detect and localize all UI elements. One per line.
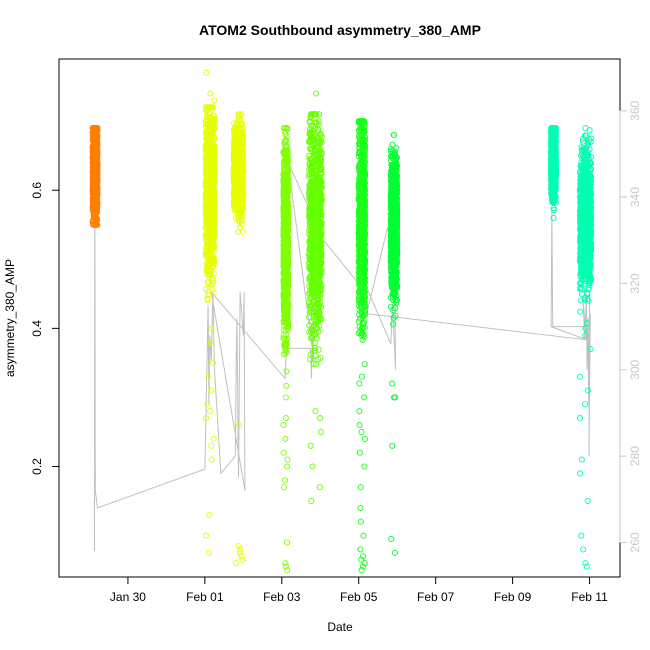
data-point-outlier [280,422,287,429]
chart-title: ATOM2 Southbound asymmetry_380_AMP [199,22,481,38]
data-point [361,361,368,368]
data-point-outlier [284,463,291,470]
data-point-outlier [208,442,215,449]
data-point [205,291,212,298]
data-point-outlier [206,549,213,556]
data-point [283,382,290,389]
data-point-outlier [282,435,289,442]
data-point-outlier [283,563,290,570]
data-point-outlier [210,435,217,442]
data-point [92,125,99,132]
data-point [92,182,99,189]
data-point-outlier [312,90,320,97]
data-point [282,394,289,401]
data-point [207,408,214,415]
data-point [93,161,100,168]
data-point-outlier [282,560,289,567]
data-point-outlier [203,69,210,76]
data-point [211,135,218,142]
data-point-outlier [206,511,213,518]
data-point-outlier [307,442,314,449]
data-point-outlier [317,415,324,422]
data-point-outlier [211,97,218,104]
data-point-outlier [280,449,287,456]
data-point-outlier [239,556,246,563]
data-point-outlier [232,560,239,567]
data-point-outlier [282,415,289,422]
data-point [92,221,99,228]
series-4 [305,90,325,505]
data-point [92,140,100,147]
data-point-outlier [309,463,316,470]
data-point-outlier [207,90,214,97]
data-point [312,408,319,415]
data-point [94,201,101,208]
data-point-outlier [202,532,209,539]
data-point [92,178,99,186]
series-1 [202,69,218,556]
data-point-outlier [281,477,289,484]
data-point [92,176,99,183]
data-point [89,162,97,169]
data-point [94,139,101,146]
data-point [91,190,98,197]
data-point [210,276,217,283]
data-point [90,177,97,184]
line-series-layer [93,153,591,552]
data-point [93,158,100,165]
data-point-outlier [308,497,315,505]
data-point [93,150,100,158]
series-3 [280,125,292,574]
data-point [93,138,100,145]
data-point [91,206,98,213]
data-point-outlier [316,484,323,491]
series-0 [89,125,101,228]
secondary-line [93,153,591,552]
data-point-outlier [317,428,325,436]
series-5 [355,118,369,574]
data-point-outlier [284,567,291,574]
data-point-outlier [208,456,215,463]
data-point [92,215,99,222]
data-point-outlier [284,456,291,463]
scatter-points-layer [89,69,595,574]
data-point [90,131,97,138]
series-2 [230,111,247,567]
data-point [93,197,100,205]
data-point-outlier [280,484,287,491]
data-point [283,368,290,375]
data-point-outlier [207,339,214,346]
data-point-outlier [283,539,291,546]
data-point [89,125,96,132]
